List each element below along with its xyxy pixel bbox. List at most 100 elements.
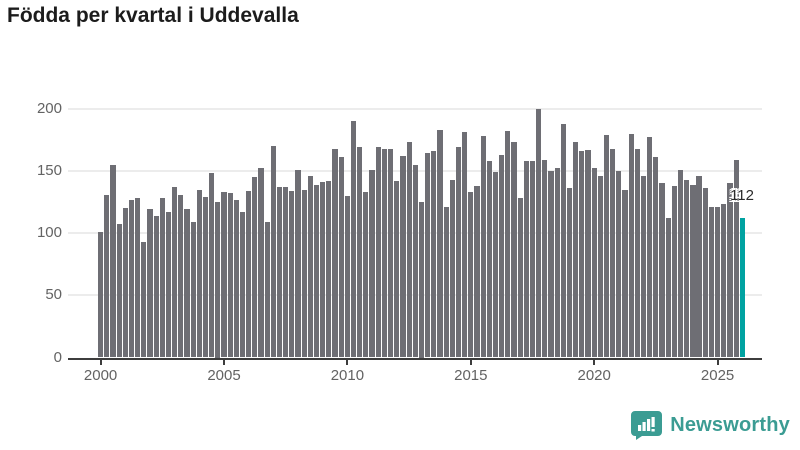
bar <box>455 147 462 358</box>
bar <box>684 179 690 358</box>
bar <box>425 153 431 358</box>
bar <box>597 175 603 358</box>
bar <box>190 221 196 358</box>
bar <box>227 193 233 358</box>
x-axis-line <box>68 357 762 360</box>
bar <box>542 159 548 358</box>
bar <box>307 175 313 358</box>
bar <box>603 134 610 358</box>
bar <box>332 148 338 358</box>
bar <box>406 142 412 358</box>
bar <box>579 150 585 358</box>
bar <box>566 188 573 358</box>
x-axis-label-2015: 2015 <box>454 366 488 384</box>
bar <box>591 168 597 358</box>
bar <box>560 123 566 358</box>
bar <box>258 168 264 358</box>
y-axis-label-150: 150 <box>36 161 62 179</box>
bar <box>480 136 486 358</box>
bar <box>492 172 499 358</box>
x-axis-tick-2010 <box>346 359 349 365</box>
bar <box>159 198 165 358</box>
bar <box>239 211 246 358</box>
bar <box>147 209 153 358</box>
bar <box>344 195 350 358</box>
bar <box>135 198 141 358</box>
bar-highlighted-latest <box>739 218 745 358</box>
bar <box>585 149 591 358</box>
bar <box>320 182 326 358</box>
bar <box>733 159 739 358</box>
bar <box>727 183 733 358</box>
bar <box>264 221 270 358</box>
bar <box>104 194 110 358</box>
newsworthy-logo[interactable]: Newsworthy <box>631 410 790 440</box>
x-axis-label-2010: 2010 <box>330 366 365 384</box>
x-axis-tick-2000 <box>99 359 102 365</box>
bar <box>505 131 511 358</box>
bar <box>252 177 258 358</box>
bar <box>474 185 480 358</box>
bar <box>246 190 252 358</box>
bar <box>677 169 684 358</box>
bar <box>326 180 332 358</box>
bar <box>610 148 616 358</box>
bar <box>233 199 239 358</box>
bar <box>536 108 542 358</box>
bar <box>270 146 276 358</box>
bar <box>468 192 474 358</box>
bar <box>196 189 202 358</box>
bar <box>462 132 468 358</box>
bar <box>548 170 554 358</box>
bar <box>690 184 696 358</box>
y-axis-label-200: 200 <box>36 99 62 117</box>
newsworthy-logo-text[interactable]: Newsworthy <box>670 413 790 436</box>
bar <box>616 170 622 358</box>
bar <box>394 180 400 358</box>
bar <box>363 192 369 358</box>
bar <box>122 208 128 358</box>
bar <box>221 192 227 358</box>
bar <box>295 169 301 358</box>
bar <box>486 160 492 358</box>
bar <box>702 188 708 358</box>
bar <box>659 183 665 358</box>
bar <box>357 147 363 358</box>
bar <box>400 155 406 358</box>
bar <box>640 175 647 358</box>
gridline-200 <box>68 107 762 110</box>
bar <box>110 164 116 358</box>
bar <box>511 142 517 358</box>
bar <box>215 202 221 358</box>
y-axis-label-100: 100 <box>36 224 62 242</box>
bar <box>184 209 190 358</box>
bar <box>622 189 628 358</box>
latest-value-label: 112 <box>730 187 754 204</box>
bar <box>301 189 307 358</box>
bar <box>172 187 178 358</box>
x-axis-label-2000: 2000 <box>83 366 118 384</box>
bar <box>634 148 640 358</box>
bar <box>369 169 375 358</box>
bar <box>437 129 443 358</box>
bar <box>573 142 579 358</box>
bar <box>418 202 425 358</box>
chart-title: Födda per kvartal i Uddevalla <box>7 4 299 27</box>
bar <box>443 206 449 358</box>
x-axis-label-2005: 2005 <box>207 366 241 384</box>
bar <box>128 199 135 358</box>
bar <box>499 154 505 358</box>
bar <box>283 187 289 358</box>
x-axis-tick-2020 <box>593 359 596 365</box>
bar <box>387 148 394 358</box>
x-axis-tick-2025 <box>716 359 719 365</box>
bar <box>381 148 387 358</box>
bar <box>209 173 215 358</box>
bar <box>276 187 283 358</box>
bar <box>647 137 653 358</box>
bar <box>665 218 671 358</box>
bar <box>554 168 560 358</box>
x-axis-tick-2015 <box>469 359 472 365</box>
bar <box>289 190 295 358</box>
